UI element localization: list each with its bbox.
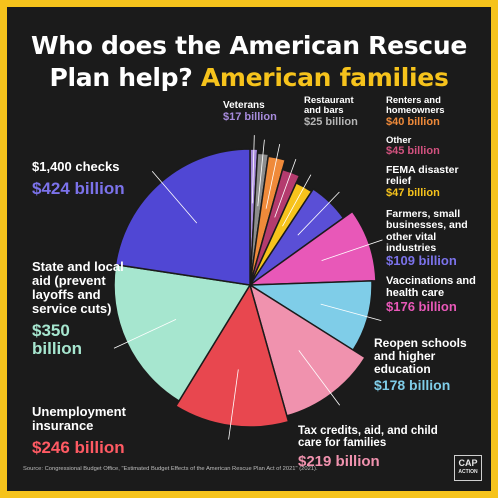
slice-label: Tax credits, aid, and child care for fam… bbox=[298, 425, 438, 450]
slice-amount: $424 billion bbox=[32, 179, 125, 199]
slice-amount: $109 billion bbox=[386, 253, 457, 269]
leader-line bbox=[228, 369, 239, 440]
label-other: Other $45 billion bbox=[386, 135, 476, 158]
logo-line2: ACTION bbox=[458, 469, 478, 475]
label-renters: Renters and homeowners $40 billion bbox=[386, 95, 476, 128]
label-vaccinations: Vaccinations and health care $176 billio… bbox=[386, 275, 486, 314]
leader-line bbox=[151, 170, 198, 224]
logo-line1: CAP bbox=[458, 458, 478, 468]
slice-amount: $219 billion bbox=[298, 452, 380, 470]
leader-line bbox=[320, 303, 382, 321]
label-fema: FEMA disaster relief $47 billion bbox=[386, 164, 481, 200]
slice-label: Vaccinations and health care bbox=[386, 275, 476, 299]
infographic-panel: Who does the American Rescue Plan help? … bbox=[7, 7, 491, 491]
leader-line bbox=[298, 350, 341, 406]
slice-label: Other bbox=[386, 135, 412, 146]
slice-label: Renters and homeowners bbox=[386, 95, 445, 117]
title-line-2: Plan help? American families bbox=[7, 63, 491, 93]
label-veterans: Veterans $17 billion bbox=[223, 99, 293, 124]
leader-line bbox=[274, 158, 297, 218]
slice-amount: $178 billion bbox=[374, 376, 451, 393]
leader-line bbox=[113, 319, 177, 349]
slice-amount: $40 billion bbox=[386, 115, 440, 128]
slice-label: Restaurant and bars bbox=[304, 95, 354, 117]
slice-amount: $45 billion bbox=[386, 145, 440, 158]
label-schools: Reopen schools and higher education $178… bbox=[374, 337, 484, 393]
leader-line bbox=[257, 139, 265, 207]
pie-chart bbox=[113, 135, 383, 440]
slice-label: Farmers, small businesses, and other vit… bbox=[386, 208, 468, 254]
slice-label: Unemployment insurance bbox=[32, 404, 126, 434]
leader-line bbox=[297, 191, 340, 236]
slice-label: State and local aid (prevent layoffs and… bbox=[32, 259, 124, 317]
slice-amount: $47 billion bbox=[386, 186, 440, 199]
source-note: Source: Congressional Budget Office, "Es… bbox=[23, 466, 318, 472]
slice-label: $1,400 checks bbox=[32, 159, 120, 174]
leader-line bbox=[282, 174, 312, 227]
slice-amount: $17 billion bbox=[223, 110, 277, 123]
slice-amount: $350 billion bbox=[32, 321, 83, 358]
label-tax-credits: Tax credits, aid, and child care for fam… bbox=[298, 425, 438, 470]
leader-line bbox=[265, 144, 281, 209]
slice-label: Reopen schools and higher education bbox=[374, 336, 467, 376]
slice-amount: $246 billion bbox=[32, 438, 125, 458]
title-line-2-white: Plan help? bbox=[49, 63, 193, 92]
slice-amount: $176 billion bbox=[386, 298, 457, 314]
title-line-1: Who does the American Rescue bbox=[31, 31, 467, 60]
label-unemployment: Unemployment insurance $246 billion bbox=[32, 404, 142, 458]
slice-label: Veterans bbox=[223, 100, 265, 111]
leader-line bbox=[321, 239, 383, 261]
label-restaurants: Restaurant and bars $25 billion bbox=[304, 95, 366, 128]
logo: CAP ACTION bbox=[454, 455, 482, 481]
leader-line bbox=[251, 135, 255, 204]
slice-label: FEMA disaster relief bbox=[386, 164, 459, 188]
label-farmers: Farmers, small businesses, and other vit… bbox=[386, 208, 484, 269]
label-checks: $1,400 checks $424 billion bbox=[32, 159, 152, 199]
label-state-local: State and local aid (prevent layoffs and… bbox=[32, 259, 124, 358]
title-highlight: American families bbox=[200, 63, 449, 92]
slice-amount: $25 billion bbox=[304, 115, 358, 128]
